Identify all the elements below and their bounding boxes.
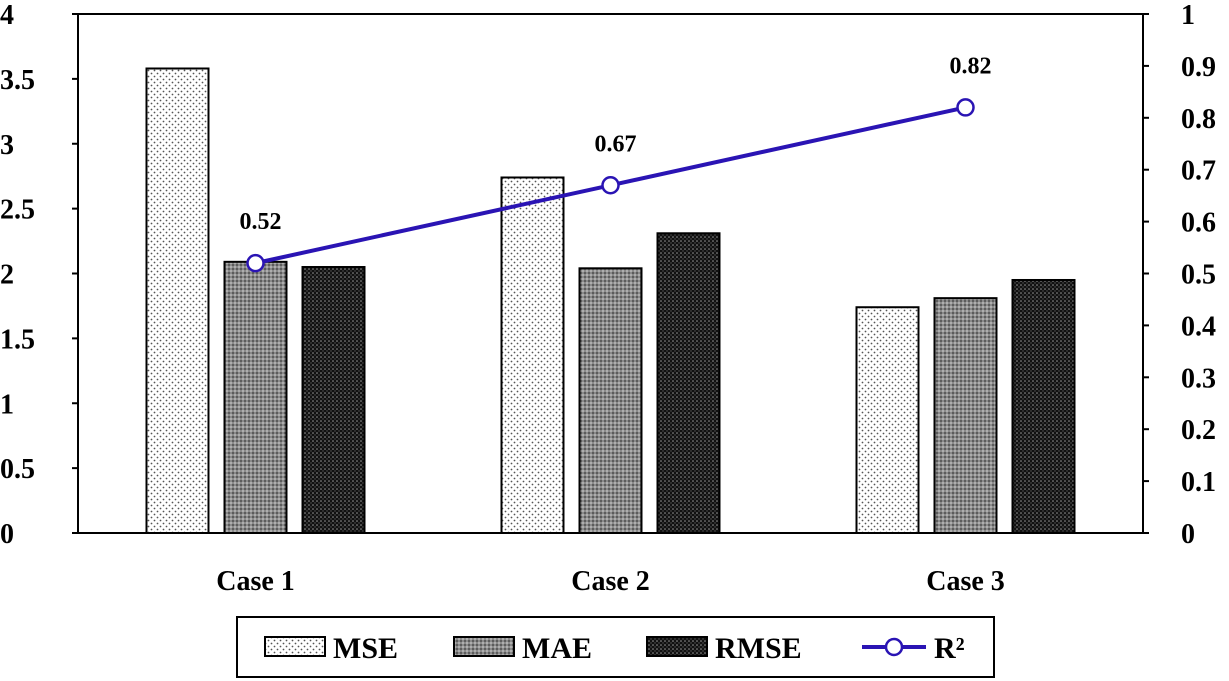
- right-axis-tick-label: 0.6: [1181, 208, 1216, 239]
- r2-point: [601, 176, 620, 195]
- right-axis-tick-label: 0.9: [1181, 52, 1216, 83]
- right-axis-tick-label: 0.4: [1181, 311, 1216, 342]
- r2-data-label: 0.67: [595, 131, 637, 157]
- bar-rmse-1: [301, 266, 366, 534]
- legend-label-mse: MSE: [333, 632, 398, 665]
- x-axis-category-label: Case 2: [571, 566, 650, 597]
- bar-rmse-3: [1011, 278, 1076, 534]
- bar-mae-2: [578, 267, 643, 534]
- bar-mae-3: [933, 297, 998, 534]
- right-axis-tick-label: 0.2: [1181, 415, 1216, 446]
- right-axis-tick-label: 0: [1181, 519, 1195, 550]
- left-axis-tick-label: 2: [0, 260, 14, 291]
- right-axis-tick-label: 0.5: [1181, 260, 1216, 291]
- right-axis-tick-label: 0.3: [1181, 363, 1216, 394]
- left-axis-tick-label: 0: [0, 519, 14, 550]
- bar-mse-3: [855, 306, 920, 534]
- left-axis-tick-label: 3: [0, 130, 14, 161]
- left-axis-tick-label: 1.5: [0, 324, 35, 355]
- left-axis-tick-label: 3.5: [0, 65, 35, 96]
- bar-mse-1: [145, 67, 210, 535]
- right-axis-tick-label: 1: [1181, 0, 1195, 31]
- left-axis-tick-label: 1: [0, 389, 14, 420]
- legend-swatch-r2-marker: [884, 637, 904, 657]
- left-axis-tick-label: 4: [0, 0, 14, 31]
- right-axis-tick-label: 0.7: [1181, 156, 1216, 187]
- x-axis-category-label: Case 3: [926, 566, 1005, 597]
- legend-box: [236, 616, 995, 678]
- r2-data-label: 0.52: [240, 209, 282, 235]
- r2-point: [246, 253, 265, 273]
- right-axis-tick-label: 0.8: [1181, 104, 1216, 135]
- bar-rmse-2: [656, 232, 721, 534]
- x-axis-category-label: Case 1: [216, 566, 295, 597]
- bar-mse-2: [500, 176, 565, 535]
- left-axis-tick-label: 0.5: [0, 454, 35, 485]
- left-axis-tick-label: 2.5: [0, 195, 35, 226]
- legend-label-rmse: RMSE: [715, 632, 802, 665]
- legend-label-mae: MAE: [522, 632, 592, 665]
- r2-data-label: 0.82: [950, 53, 992, 79]
- right-axis-tick-label: 0.1: [1181, 467, 1216, 498]
- bar-mae-1: [223, 260, 288, 534]
- legend-label-r2: R²: [934, 632, 965, 665]
- legend-swatch-mae: [453, 636, 515, 657]
- r2-point: [956, 98, 975, 117]
- legend-swatch-mse: [264, 636, 326, 657]
- legend-swatch-rmse: [646, 636, 708, 657]
